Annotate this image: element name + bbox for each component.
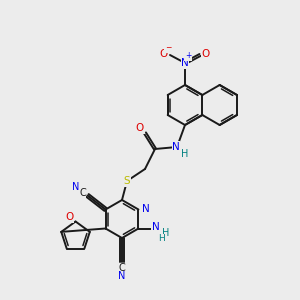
Text: S: S [124,176,130,186]
Text: C: C [118,263,125,273]
Text: H: H [158,234,165,243]
Text: N: N [72,182,79,193]
Text: H: H [162,229,169,238]
Text: N: N [118,271,126,281]
Text: C: C [79,188,86,199]
Text: O: O [202,49,210,59]
Text: N: N [181,58,189,68]
Text: O: O [65,212,74,223]
Text: −: − [165,44,171,52]
Text: O: O [160,49,168,59]
Text: N: N [142,205,149,214]
Text: N: N [172,142,180,152]
Text: H: H [181,149,189,159]
Text: O: O [136,123,144,133]
Text: N: N [152,223,159,232]
Text: +: + [185,52,191,61]
